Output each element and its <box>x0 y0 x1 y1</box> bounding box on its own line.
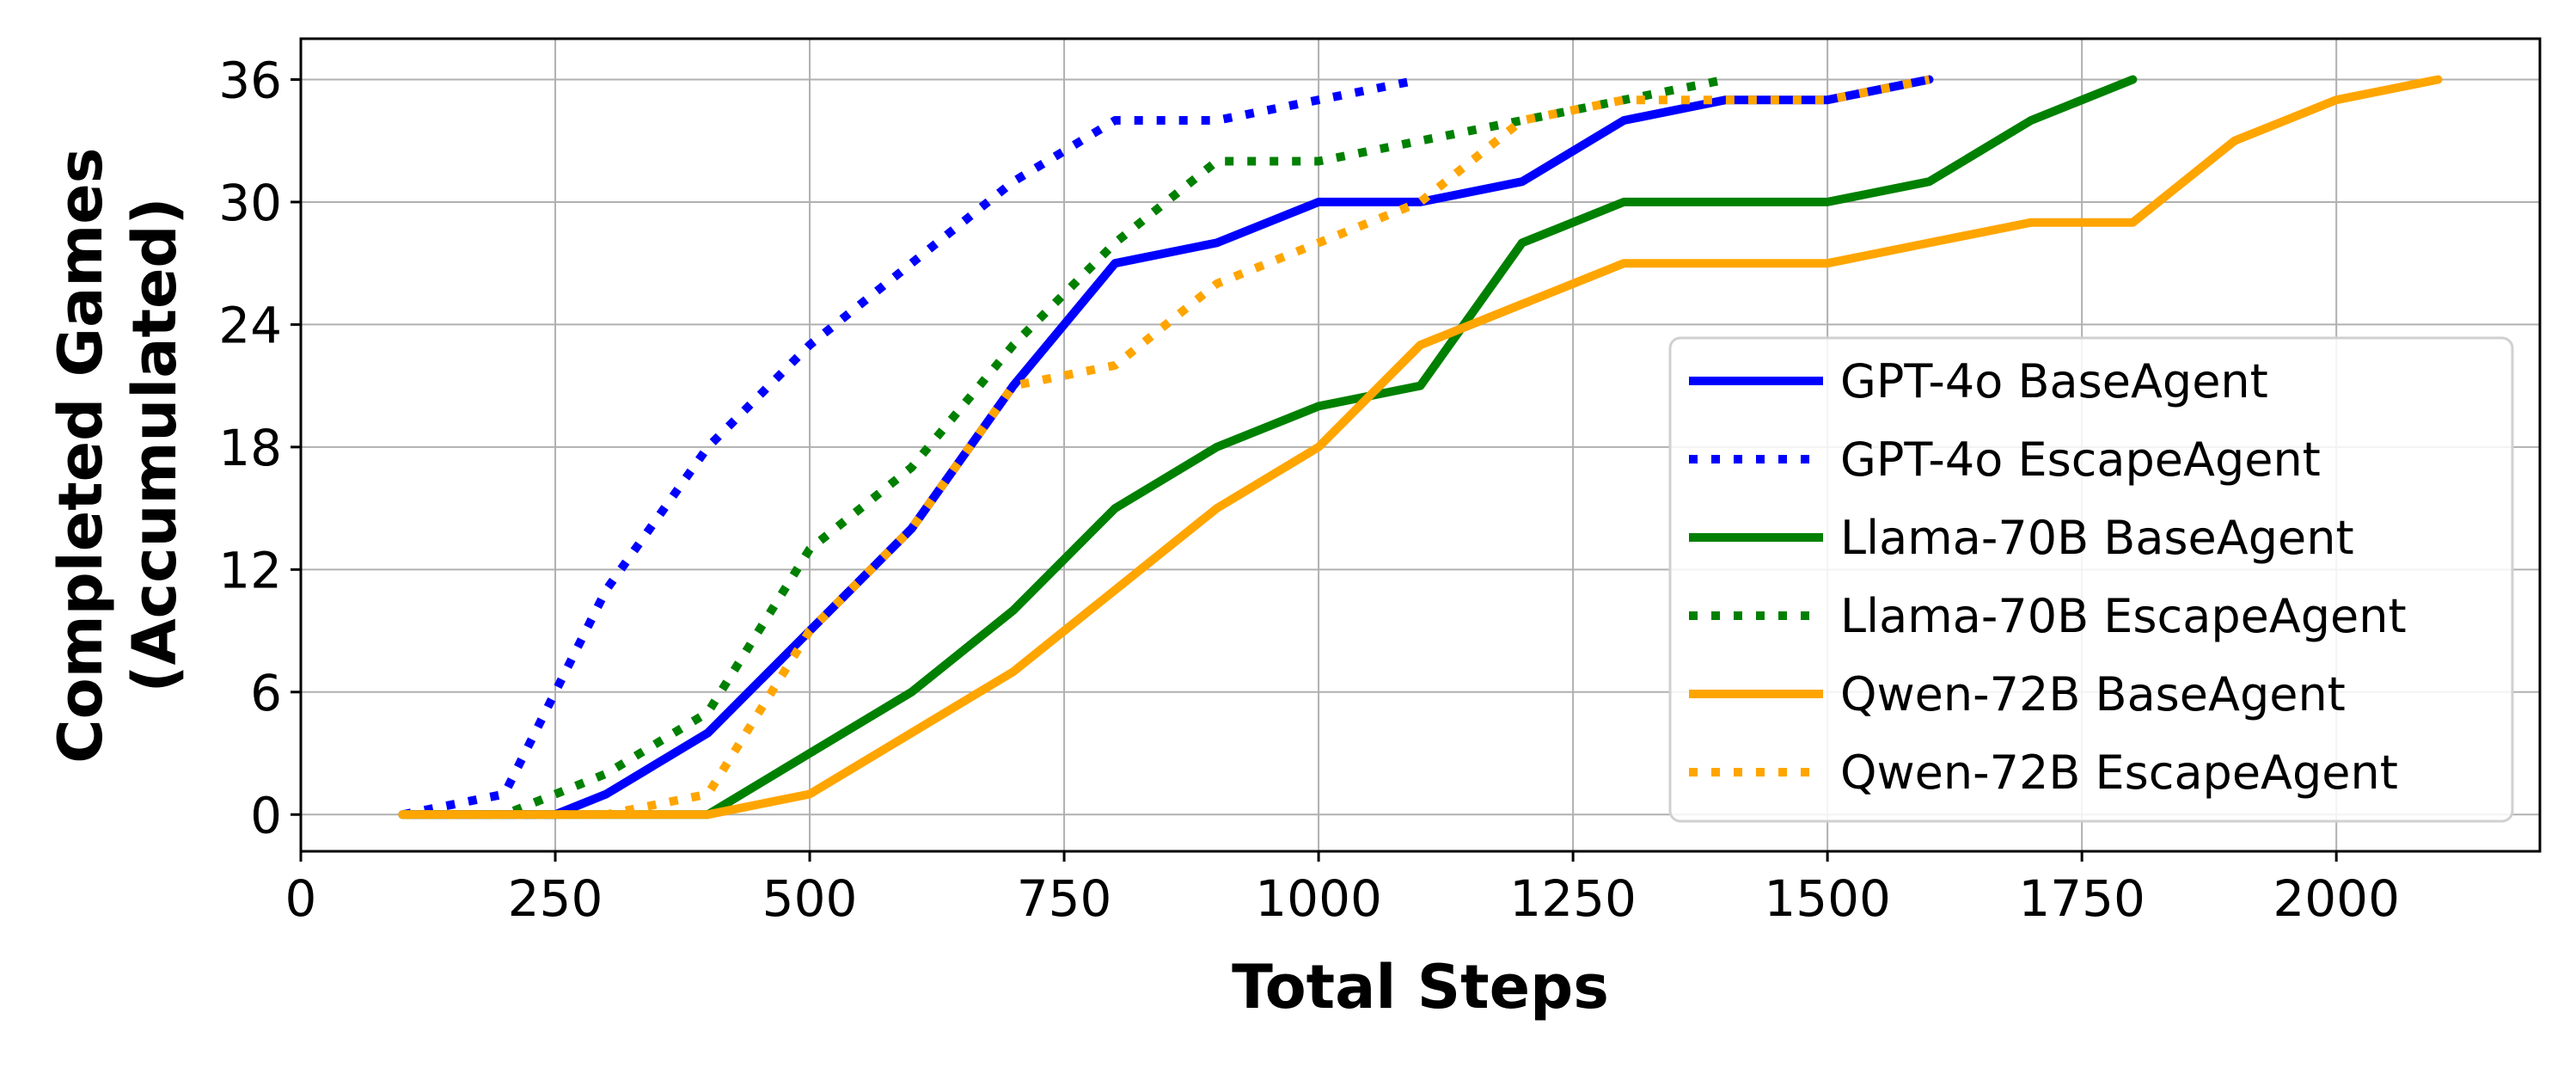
x-tick-label: 2000 <box>2273 869 2400 928</box>
y-tick-label: 36 <box>218 51 282 109</box>
y-tick-label: 12 <box>218 541 282 599</box>
legend-label: GPT-4o EscapeAgent <box>1840 433 2321 487</box>
legend-label: Llama-70B BaseAgent <box>1840 511 2354 565</box>
y-axis-title: Completed Games (Accumulated) <box>46 126 190 764</box>
x-tick-label: 250 <box>508 869 603 928</box>
legend-box <box>1668 336 2514 823</box>
x-tick-label: 1000 <box>1255 869 1382 928</box>
series-line-qwen-72b-escapeagent <box>402 75 1930 819</box>
y-axis-title-line-2: (Accumulated) <box>119 197 190 692</box>
series-line-gpt-4o-baseagent <box>398 75 1934 819</box>
legend-label: Llama-70B EscapeAgent <box>1840 589 2407 643</box>
series-line-llama-70b-escapeagent <box>402 75 1727 819</box>
x-axis-title: Total Steps <box>1232 952 1609 1022</box>
series-line-qwen-72b-baseagent <box>398 75 2443 819</box>
axis-ticks: 0 250 500 750 1000 1250 1500 1750 2000 0 6 12 18 24 30… <box>218 51 2400 928</box>
y-axis-title-line-1: Completed Games <box>46 148 116 764</box>
x-tick-label: 500 <box>762 869 858 928</box>
plot-frame <box>299 37 2542 853</box>
series-lines <box>398 75 2443 819</box>
x-tick-label: 750 <box>1017 869 1112 928</box>
legend-label: Qwen-72B EscapeAgent <box>1840 746 2398 800</box>
y-tick-label: 30 <box>218 174 282 232</box>
y-tick-label: 18 <box>218 419 282 477</box>
y-tick-label: 0 <box>250 786 282 844</box>
y-tick-label: 6 <box>250 664 282 722</box>
x-tick-label: 0 <box>285 869 317 928</box>
x-tick-label: 1250 <box>1509 869 1637 928</box>
series-line-gpt-4o-escapeagent <box>401 75 1422 819</box>
legend-label: GPT-4o BaseAgent <box>1840 354 2268 408</box>
legend: GPT-4o BaseAgent GPT-4o EscapeAgent Llama-… <box>1668 336 2514 823</box>
y-tick-label: 24 <box>218 296 282 354</box>
legend-label: Qwen-72B BaseAgent <box>1840 667 2346 721</box>
x-tick-label: 1500 <box>1764 869 1891 928</box>
x-tick-label: 1750 <box>2018 869 2145 928</box>
